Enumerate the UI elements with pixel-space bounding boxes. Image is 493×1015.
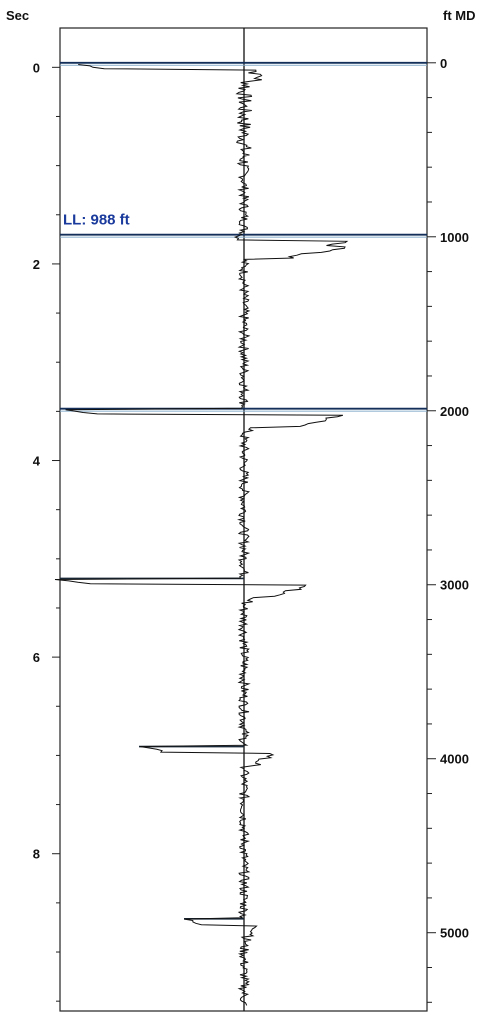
right-tick-label: 5000 bbox=[440, 926, 469, 941]
left-tick-label: 0 bbox=[33, 60, 40, 75]
left-tick-label: 6 bbox=[33, 650, 40, 665]
seismic-trace bbox=[54, 64, 349, 1006]
right-axis-title: ft MD bbox=[443, 8, 476, 23]
left-tick-label: 2 bbox=[33, 257, 40, 272]
right-axis-ticks: 0 1000 2000 3000 4000 5000 bbox=[427, 56, 469, 1003]
left-axis-ticks: 0 2 4 6 8 bbox=[33, 60, 60, 1002]
right-tick-label: 2000 bbox=[440, 404, 469, 419]
left-tick-label: 4 bbox=[33, 454, 41, 469]
left-axis-title: Sec bbox=[6, 8, 29, 23]
right-tick-label: 0 bbox=[440, 56, 447, 71]
right-tick-label: 1000 bbox=[440, 230, 469, 245]
right-tick-label: 4000 bbox=[440, 752, 469, 767]
left-tick-label: 8 bbox=[33, 847, 40, 862]
ll-annotation: LL: 988 ft bbox=[63, 212, 130, 229]
right-tick-label: 3000 bbox=[440, 578, 469, 593]
